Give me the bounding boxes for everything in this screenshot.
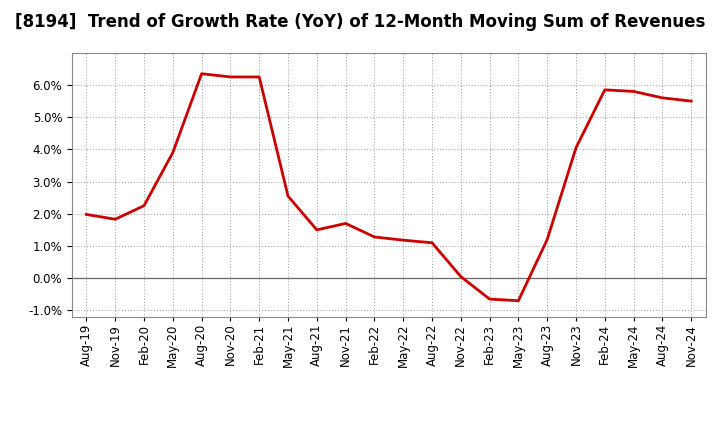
Text: [8194]  Trend of Growth Rate (YoY) of 12-Month Moving Sum of Revenues: [8194] Trend of Growth Rate (YoY) of 12-… — [15, 13, 705, 31]
